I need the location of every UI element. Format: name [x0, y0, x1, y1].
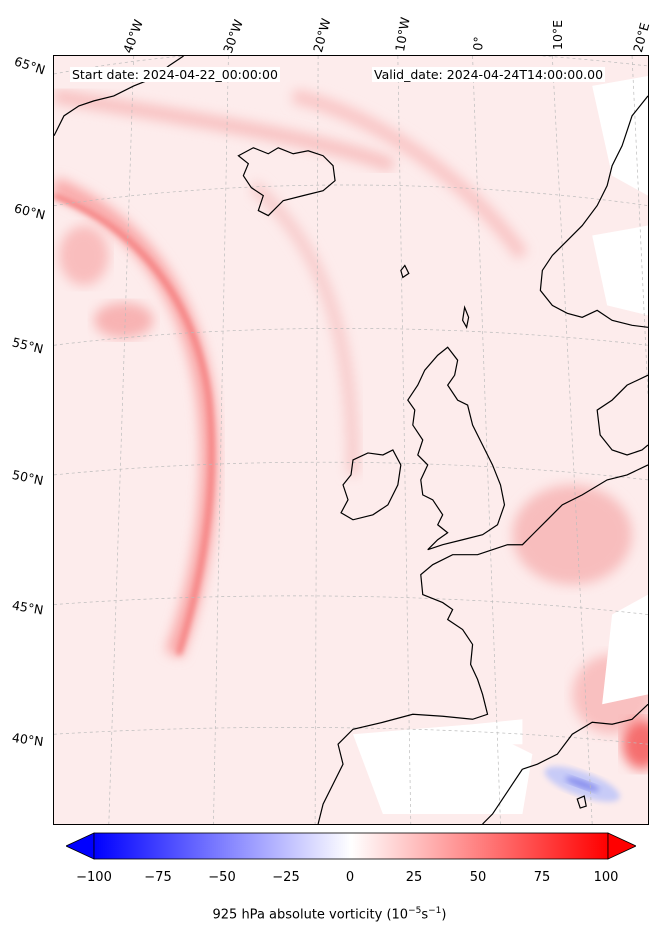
colorbar-tick: 75 — [533, 870, 551, 885]
colorbar-tick: 0 — [345, 870, 355, 885]
colorbar-label-exp1: −5 — [408, 906, 422, 916]
valid-date-label: Valid_date: 2024-04-24T14:00:00.00 — [372, 67, 606, 82]
colorbar-tick: −50 — [208, 870, 236, 885]
vorticity-field — [54, 56, 648, 824]
lat-label-55n: 55°N — [10, 334, 45, 357]
colorbar-label-mid: s — [421, 907, 429, 923]
colorbar-max-extend — [607, 832, 636, 860]
colorbar-label: 925 hPa absolute vorticity (10−5s−1) — [0, 906, 659, 922]
colorbar-tick: −100 — [76, 870, 112, 885]
colorbar-label-prefix: 925 hPa absolute vorticity (10 — [212, 907, 409, 923]
norway-coast — [539, 95, 648, 328]
lat-label-40n: 40°N — [11, 729, 45, 750]
lon-label-10e: 10°E — [550, 19, 565, 50]
lat-label-60n: 60°N — [12, 200, 47, 223]
colorbar — [66, 832, 636, 860]
vorticity-map — [54, 56, 648, 824]
lon-label-20e: 20°E — [630, 20, 653, 54]
lat-label-45n: 45°N — [10, 597, 45, 618]
lat-label-65n: 65°N — [12, 53, 48, 78]
lon-label-10w: 10°W — [392, 16, 413, 53]
lon-label-0: 0° — [470, 35, 487, 52]
colorbar-label-exp2: −1 — [428, 906, 442, 916]
colorbar-tick: −25 — [272, 870, 300, 885]
colorbar-tick: −75 — [144, 870, 172, 885]
colorbar-tick: 100 — [593, 870, 619, 885]
coastlines — [54, 56, 648, 824]
lon-label-40w: 40°W — [120, 17, 146, 56]
iceland-coast — [237, 147, 336, 217]
ireland-coast — [340, 449, 402, 521]
colorbar-tick: 50 — [469, 870, 487, 885]
lon-label-30w: 30°W — [220, 17, 246, 56]
great-britain-coast — [407, 346, 506, 551]
lat-label-50n: 50°N — [10, 466, 45, 489]
start-date-label: Start date: 2024-04-22_00:00:00 — [70, 67, 280, 82]
colorbar-label-suffix: ) — [441, 907, 447, 923]
map-panel — [53, 55, 649, 825]
colorbar-tick: 25 — [405, 870, 423, 885]
denmark-coast — [596, 374, 648, 456]
colorbar-gradient — [93, 832, 609, 860]
colorbar-min-extend — [66, 832, 95, 860]
continent-coast — [317, 464, 648, 824]
lon-label-20w: 20°W — [310, 16, 334, 54]
